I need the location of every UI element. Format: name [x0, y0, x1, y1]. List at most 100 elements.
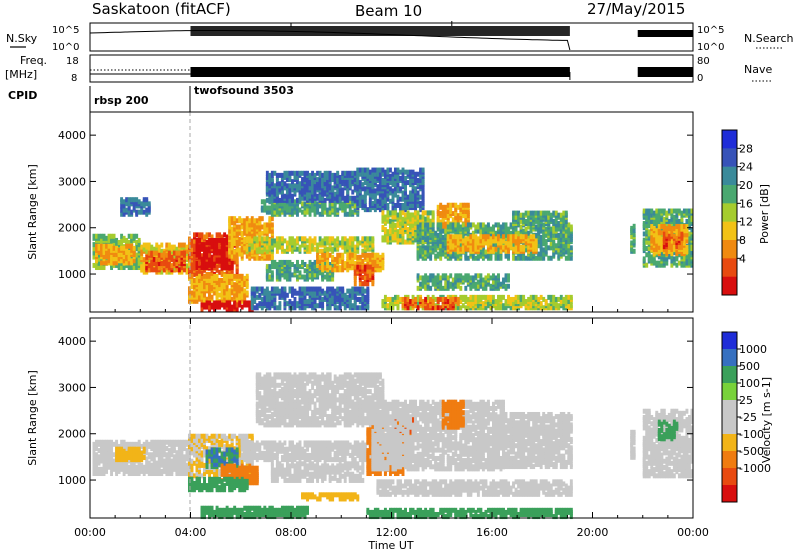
power-cell: [426, 210, 430, 216]
power-cell: [228, 234, 232, 240]
power-cell: [386, 202, 390, 208]
power-cell: [298, 290, 302, 296]
power-cell: [318, 170, 322, 176]
power-cell: [494, 236, 498, 242]
power-cell: [255, 236, 259, 242]
power-cell: [298, 236, 302, 242]
power-cell: [527, 230, 531, 236]
power-cell: [356, 200, 360, 206]
power-cell: [414, 175, 418, 181]
power-cell: [368, 186, 372, 192]
power-cell: [225, 273, 229, 279]
power-cell: [341, 286, 345, 292]
power-cell: [115, 262, 119, 268]
power-cell: [509, 222, 513, 228]
power-cell: [260, 236, 264, 242]
power-cell: [371, 200, 375, 206]
power-cell: [323, 205, 327, 211]
power-cell: [381, 214, 385, 220]
power-cell: [353, 203, 357, 209]
power-cell: [366, 207, 370, 213]
power-cell: [401, 194, 405, 200]
power-cell: [313, 185, 317, 191]
power-cell: [265, 232, 269, 238]
power-cell: [441, 211, 445, 217]
power-cell: [326, 187, 330, 193]
power-cell: [333, 172, 337, 178]
power-cell: [341, 252, 345, 258]
power-cell: [376, 198, 380, 204]
power-cell: [381, 299, 385, 305]
power-cell: [419, 194, 423, 200]
power-cell: [230, 226, 234, 232]
power-cell: [484, 294, 488, 300]
power-cell: [411, 218, 415, 224]
power-cell: [358, 184, 362, 190]
power-cell: [95, 243, 98, 249]
power-cell: [223, 232, 227, 238]
power-cell: [386, 303, 390, 309]
power-cell: [190, 265, 194, 271]
power-cell: [484, 224, 488, 230]
power-cell: [371, 192, 375, 198]
power-cell: [459, 294, 463, 300]
power-cell: [280, 236, 284, 242]
power-cell: [280, 181, 284, 187]
power-cell: [230, 234, 234, 240]
power-cell: [275, 240, 279, 246]
power-cell: [250, 303, 254, 309]
power-cell: [200, 242, 204, 248]
power-cell: [230, 253, 234, 259]
power-cell: [157, 256, 161, 262]
power-cell: [112, 237, 116, 243]
power-cell: [243, 275, 247, 281]
power-cell: [92, 246, 96, 252]
power-cell: [273, 259, 277, 265]
power-cell: [160, 248, 164, 254]
power-cell: [145, 242, 149, 248]
power-cell: [328, 262, 332, 267]
power-cell: [361, 202, 365, 208]
power-cell: [386, 192, 390, 198]
power-cell: [316, 258, 320, 264]
power-cell: [313, 205, 317, 211]
power-cell: [306, 177, 309, 183]
power-cell: [225, 234, 229, 240]
power-cell: [301, 236, 304, 242]
power-cell: [185, 267, 189, 273]
power-cell: [250, 238, 254, 244]
power-cell: [122, 245, 126, 251]
power-cell: [293, 183, 297, 189]
power-cell: [187, 236, 191, 242]
power-cell: [343, 181, 347, 187]
power-cell: [419, 222, 423, 228]
power-cell: [235, 230, 239, 236]
power-cell: [253, 299, 257, 305]
power-cell: [200, 284, 204, 290]
power-cell: [268, 238, 272, 244]
power-cell: [105, 260, 108, 266]
power-cell: [436, 204, 440, 210]
power-cell: [424, 216, 428, 222]
power-cell: [142, 265, 146, 271]
power-cell: [537, 251, 541, 257]
power-echo-region-11: [265, 170, 360, 203]
power-cell: [341, 258, 345, 264]
power-cell: [107, 243, 111, 249]
power-cell: [489, 226, 493, 232]
power-cell: [115, 242, 119, 248]
power-cell: [127, 246, 131, 252]
power-cell: [125, 237, 129, 243]
power-cell: [381, 252, 385, 258]
power-cell: [343, 195, 347, 201]
power-cell: [142, 197, 146, 203]
power-cell: [394, 210, 397, 216]
power-cell: [187, 273, 191, 279]
power-cell: [218, 262, 222, 268]
power-cell: [205, 273, 209, 279]
power-cell: [296, 211, 299, 217]
freq-dense-band: [190, 67, 570, 77]
power-cell: [243, 288, 247, 294]
power-cell: [381, 192, 385, 198]
power-cell: [95, 258, 98, 264]
